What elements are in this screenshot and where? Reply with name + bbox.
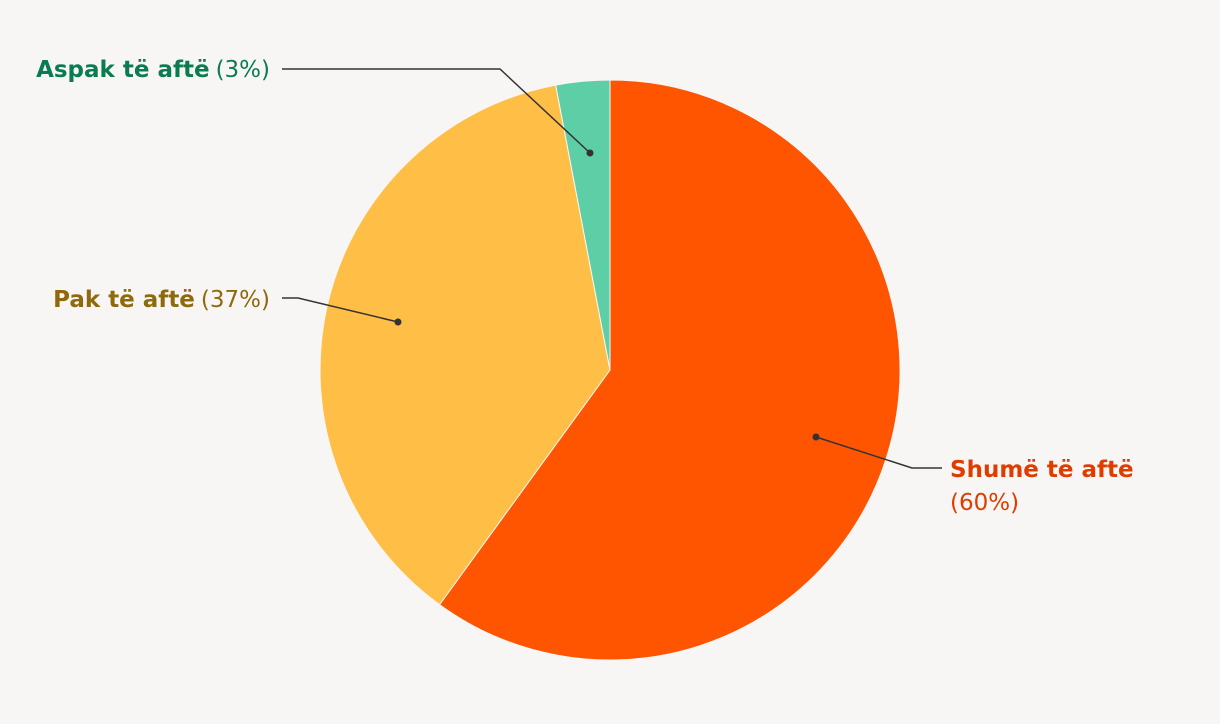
- value-label: (37%): [201, 287, 270, 313]
- pie-slice: [555, 79, 611, 371]
- category-name: Pak të aftë: [53, 287, 195, 313]
- leader-line: [282, 68, 591, 154]
- leader-dot: [394, 318, 402, 326]
- value-label: (3%): [216, 57, 270, 83]
- slice-label: Shumë të aftë (60%): [950, 457, 1134, 516]
- category-name: Aspak të aftë: [36, 57, 210, 83]
- leader-dot: [586, 149, 594, 157]
- value-label: (60%): [950, 490, 1019, 516]
- category-name: Shumë të aftë: [950, 457, 1134, 483]
- leader-line: [282, 297, 399, 323]
- leader-dot: [812, 433, 820, 441]
- slice-label: Aspak të aftë (3%): [36, 57, 270, 83]
- pie-slice: [319, 84, 611, 606]
- leader-line: [815, 436, 942, 469]
- slice-label: Pak të aftë (37%): [53, 287, 270, 313]
